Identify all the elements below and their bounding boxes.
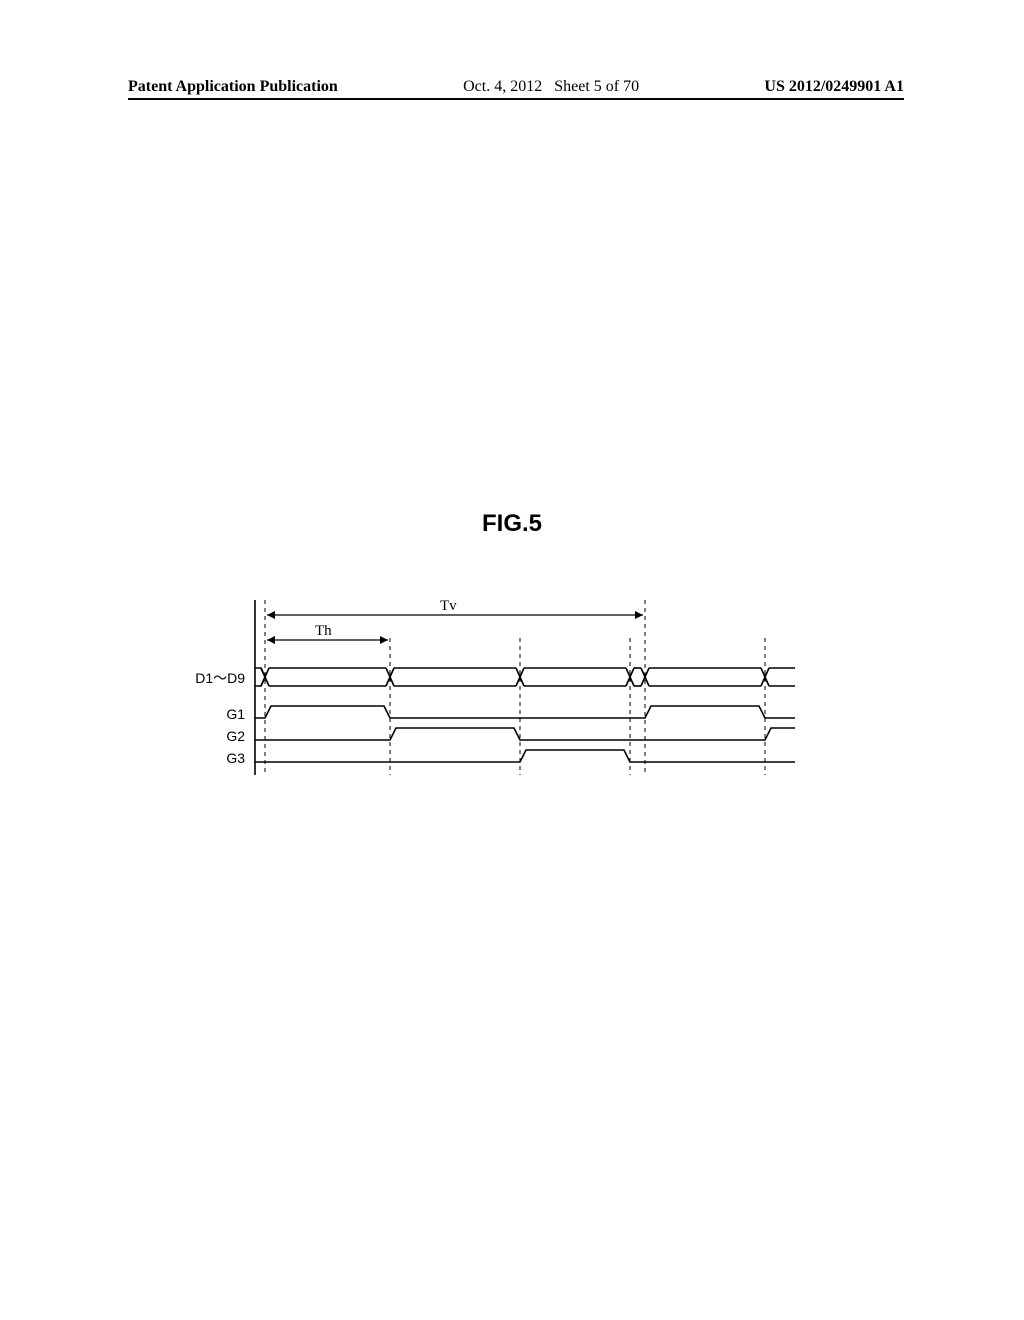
page-header: Patent Application Publication Oct. 4, 2… [0,78,1024,100]
publication-date: Oct. 4, 2012 Sheet 5 of 70 [463,78,639,96]
date-text: Oct. 4, 2012 [463,78,542,95]
sheet-text: Sheet 5 of 70 [554,78,639,95]
publication-number: US 2012/0249901 A1 [764,78,904,96]
timing-diagram: Tv Th D1～D9 G1 G2 G3 [195,590,825,820]
timing-svg [195,590,825,790]
publication-type: Patent Application Publication [128,78,338,96]
figure-label: FIG.5 [482,510,542,538]
header-row: Patent Application Publication Oct. 4, 2… [128,78,904,100]
